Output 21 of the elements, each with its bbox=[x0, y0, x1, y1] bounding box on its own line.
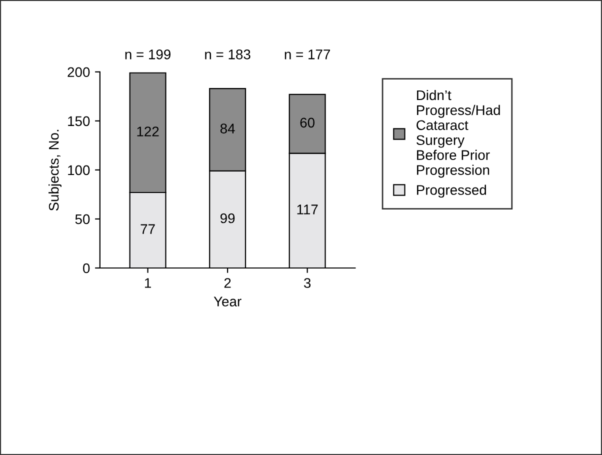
y-tick-label: 150 bbox=[68, 116, 90, 126]
data-label: 60 bbox=[300, 118, 315, 128]
y-tick-label: 50 bbox=[75, 214, 90, 224]
y-tick-label: 100 bbox=[68, 165, 90, 176]
data-label: 99 bbox=[220, 213, 235, 224]
x-tick-label: 2 bbox=[224, 278, 231, 288]
data-label: 84 bbox=[220, 124, 235, 134]
data-label: 77 bbox=[140, 224, 155, 234]
x-tick-label: 3 bbox=[304, 278, 311, 288]
total-label: n = 177 bbox=[284, 50, 330, 60]
x-tick-label: 1 bbox=[144, 278, 151, 288]
legend-label: Progressed bbox=[417, 184, 486, 198]
x-axis-title: Year bbox=[214, 296, 242, 306]
data-label: 117 bbox=[297, 204, 318, 214]
y-tick-label: 200 bbox=[68, 67, 90, 78]
y-tick-label: 0 bbox=[83, 263, 90, 274]
legend-label: Didn’t Progress/Had Cataract Surgery Before Prior Progression bbox=[416, 90, 500, 178]
total-label: n = 199 bbox=[125, 50, 170, 60]
data-label: 122 bbox=[137, 126, 159, 136]
total-label: n = 183 bbox=[205, 50, 250, 60]
y-axis-title: Subjects, No. bbox=[48, 130, 62, 211]
